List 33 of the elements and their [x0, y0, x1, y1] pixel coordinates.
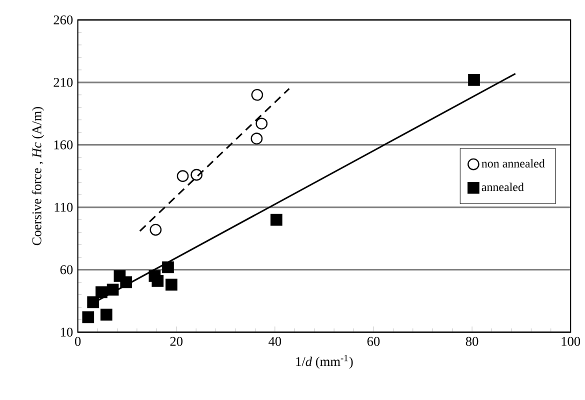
- x-tick-label: 100: [562, 336, 580, 346]
- point: [250, 132, 263, 145]
- x-tick-label: 0: [74, 336, 81, 346]
- point: [96, 286, 108, 298]
- y-axis-title: Coersive force , Hc (A/m): [32, 107, 44, 246]
- point: [120, 276, 132, 288]
- legend-label: annealed: [482, 182, 524, 192]
- x-tick-label: 40: [268, 336, 282, 346]
- point: [106, 284, 119, 296]
- y-tick-label: 10: [60, 328, 73, 337]
- x-tick-label: 80: [466, 336, 478, 346]
- point: [82, 311, 94, 324]
- point: [468, 74, 480, 86]
- x-tick-label: 60: [367, 336, 380, 346]
- y-tick-label: 260: [54, 15, 73, 24]
- point: [100, 308, 112, 321]
- y-tick-label: 60: [60, 265, 73, 274]
- point: [256, 118, 268, 130]
- point: [251, 88, 264, 101]
- point: [152, 275, 164, 287]
- y-tick-label: 110: [54, 202, 73, 212]
- point: [176, 170, 189, 182]
- point: [166, 278, 178, 291]
- legend-label: non annealed: [482, 159, 545, 168]
- point: [270, 214, 282, 226]
- point: [190, 168, 202, 181]
- point: [150, 224, 162, 236]
- y-tick-label: 210: [54, 78, 73, 87]
- point: [162, 261, 174, 274]
- y-tick-label: 160: [54, 140, 73, 150]
- x-tick-label: 20: [170, 336, 183, 346]
- x-axis-title: 1/d (mm$^{-1}$): [296, 355, 353, 369]
- point: [87, 296, 100, 308]
